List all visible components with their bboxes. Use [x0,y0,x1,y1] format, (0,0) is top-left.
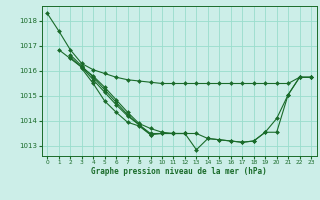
X-axis label: Graphe pression niveau de la mer (hPa): Graphe pression niveau de la mer (hPa) [91,167,267,176]
